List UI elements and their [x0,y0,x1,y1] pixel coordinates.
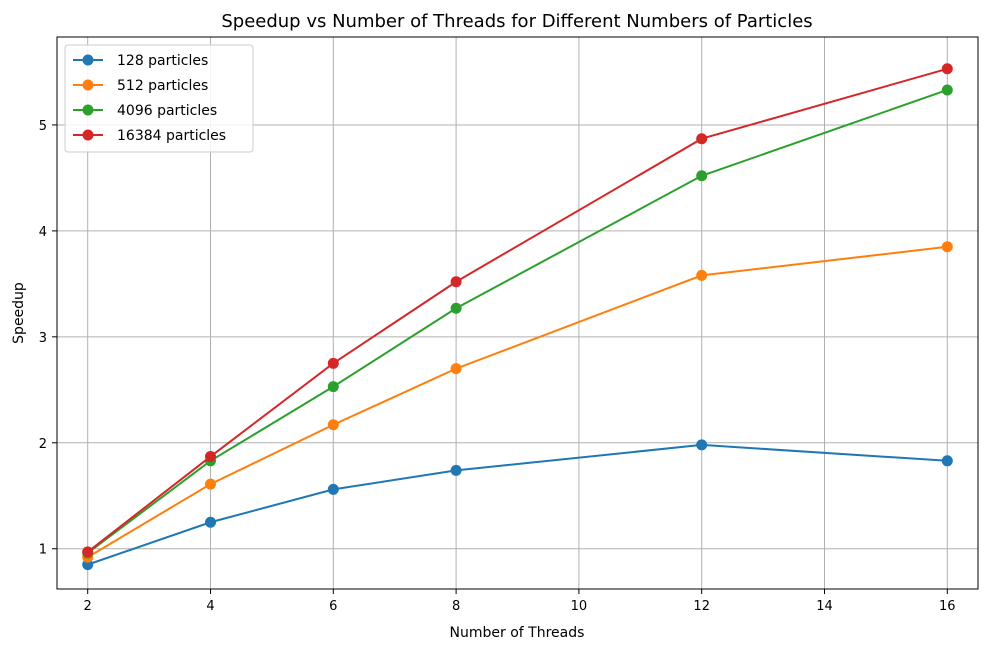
y-tick-label: 2 [39,437,47,452]
data-point [450,302,462,314]
data-point [941,63,953,75]
chart-title: Speedup vs Number of Threads for Differe… [221,11,812,32]
legend-marker [82,104,94,116]
data-point [450,363,462,375]
plot-area [56,36,979,590]
x-tick-label: 14 [816,599,833,614]
y-tick-label: 3 [39,331,47,346]
data-point [205,516,216,528]
data-point [327,483,339,495]
data-point [696,170,708,182]
x-tick-label: 10 [571,599,588,614]
series-line [87,443,948,566]
legend-label: 512 particles [117,78,208,94]
data-point [327,357,339,369]
series-512-particles [82,241,953,563]
data-point [327,419,339,431]
data-point [696,269,708,281]
legend-box [64,44,254,153]
data-point [941,455,953,467]
grid-lines [57,37,978,589]
series-16384-particles [82,63,953,558]
data-point [941,84,953,96]
legend-label: 4096 particles [117,103,217,119]
series-line [87,89,948,554]
data-point [82,546,94,558]
data-point [450,464,462,476]
x-tick-label: 8 [452,599,460,614]
legend-label: 128 particles [117,53,208,69]
data-point [205,478,216,490]
legend-marker [82,129,94,141]
data-point [941,241,953,253]
y-axis-label: Speedup [11,282,27,344]
x-tick-label: 6 [329,599,337,614]
legend-marker [82,54,94,66]
data-point [696,439,708,451]
x-tick-label: 4 [206,599,214,614]
series-layer [82,63,953,571]
y-tick-label: 5 [39,119,47,134]
data-point [450,276,462,288]
data-point [327,381,339,393]
y-tick-label: 1 [39,543,47,558]
legend-marker [82,79,94,91]
x-tick-label: 2 [84,599,92,614]
data-point [205,451,216,463]
series-line [87,67,948,553]
legend-label: 16384 particles [117,128,226,144]
data-point [696,133,708,145]
y-tick-label: 4 [39,225,47,240]
x-axis-label: Number of Threads [450,625,585,641]
legend: 128 particles 512 particles 4096 particles… [64,44,254,153]
x-tick-label: 16 [939,599,956,614]
x-tick-label: 12 [693,599,710,614]
series-line [87,245,948,559]
